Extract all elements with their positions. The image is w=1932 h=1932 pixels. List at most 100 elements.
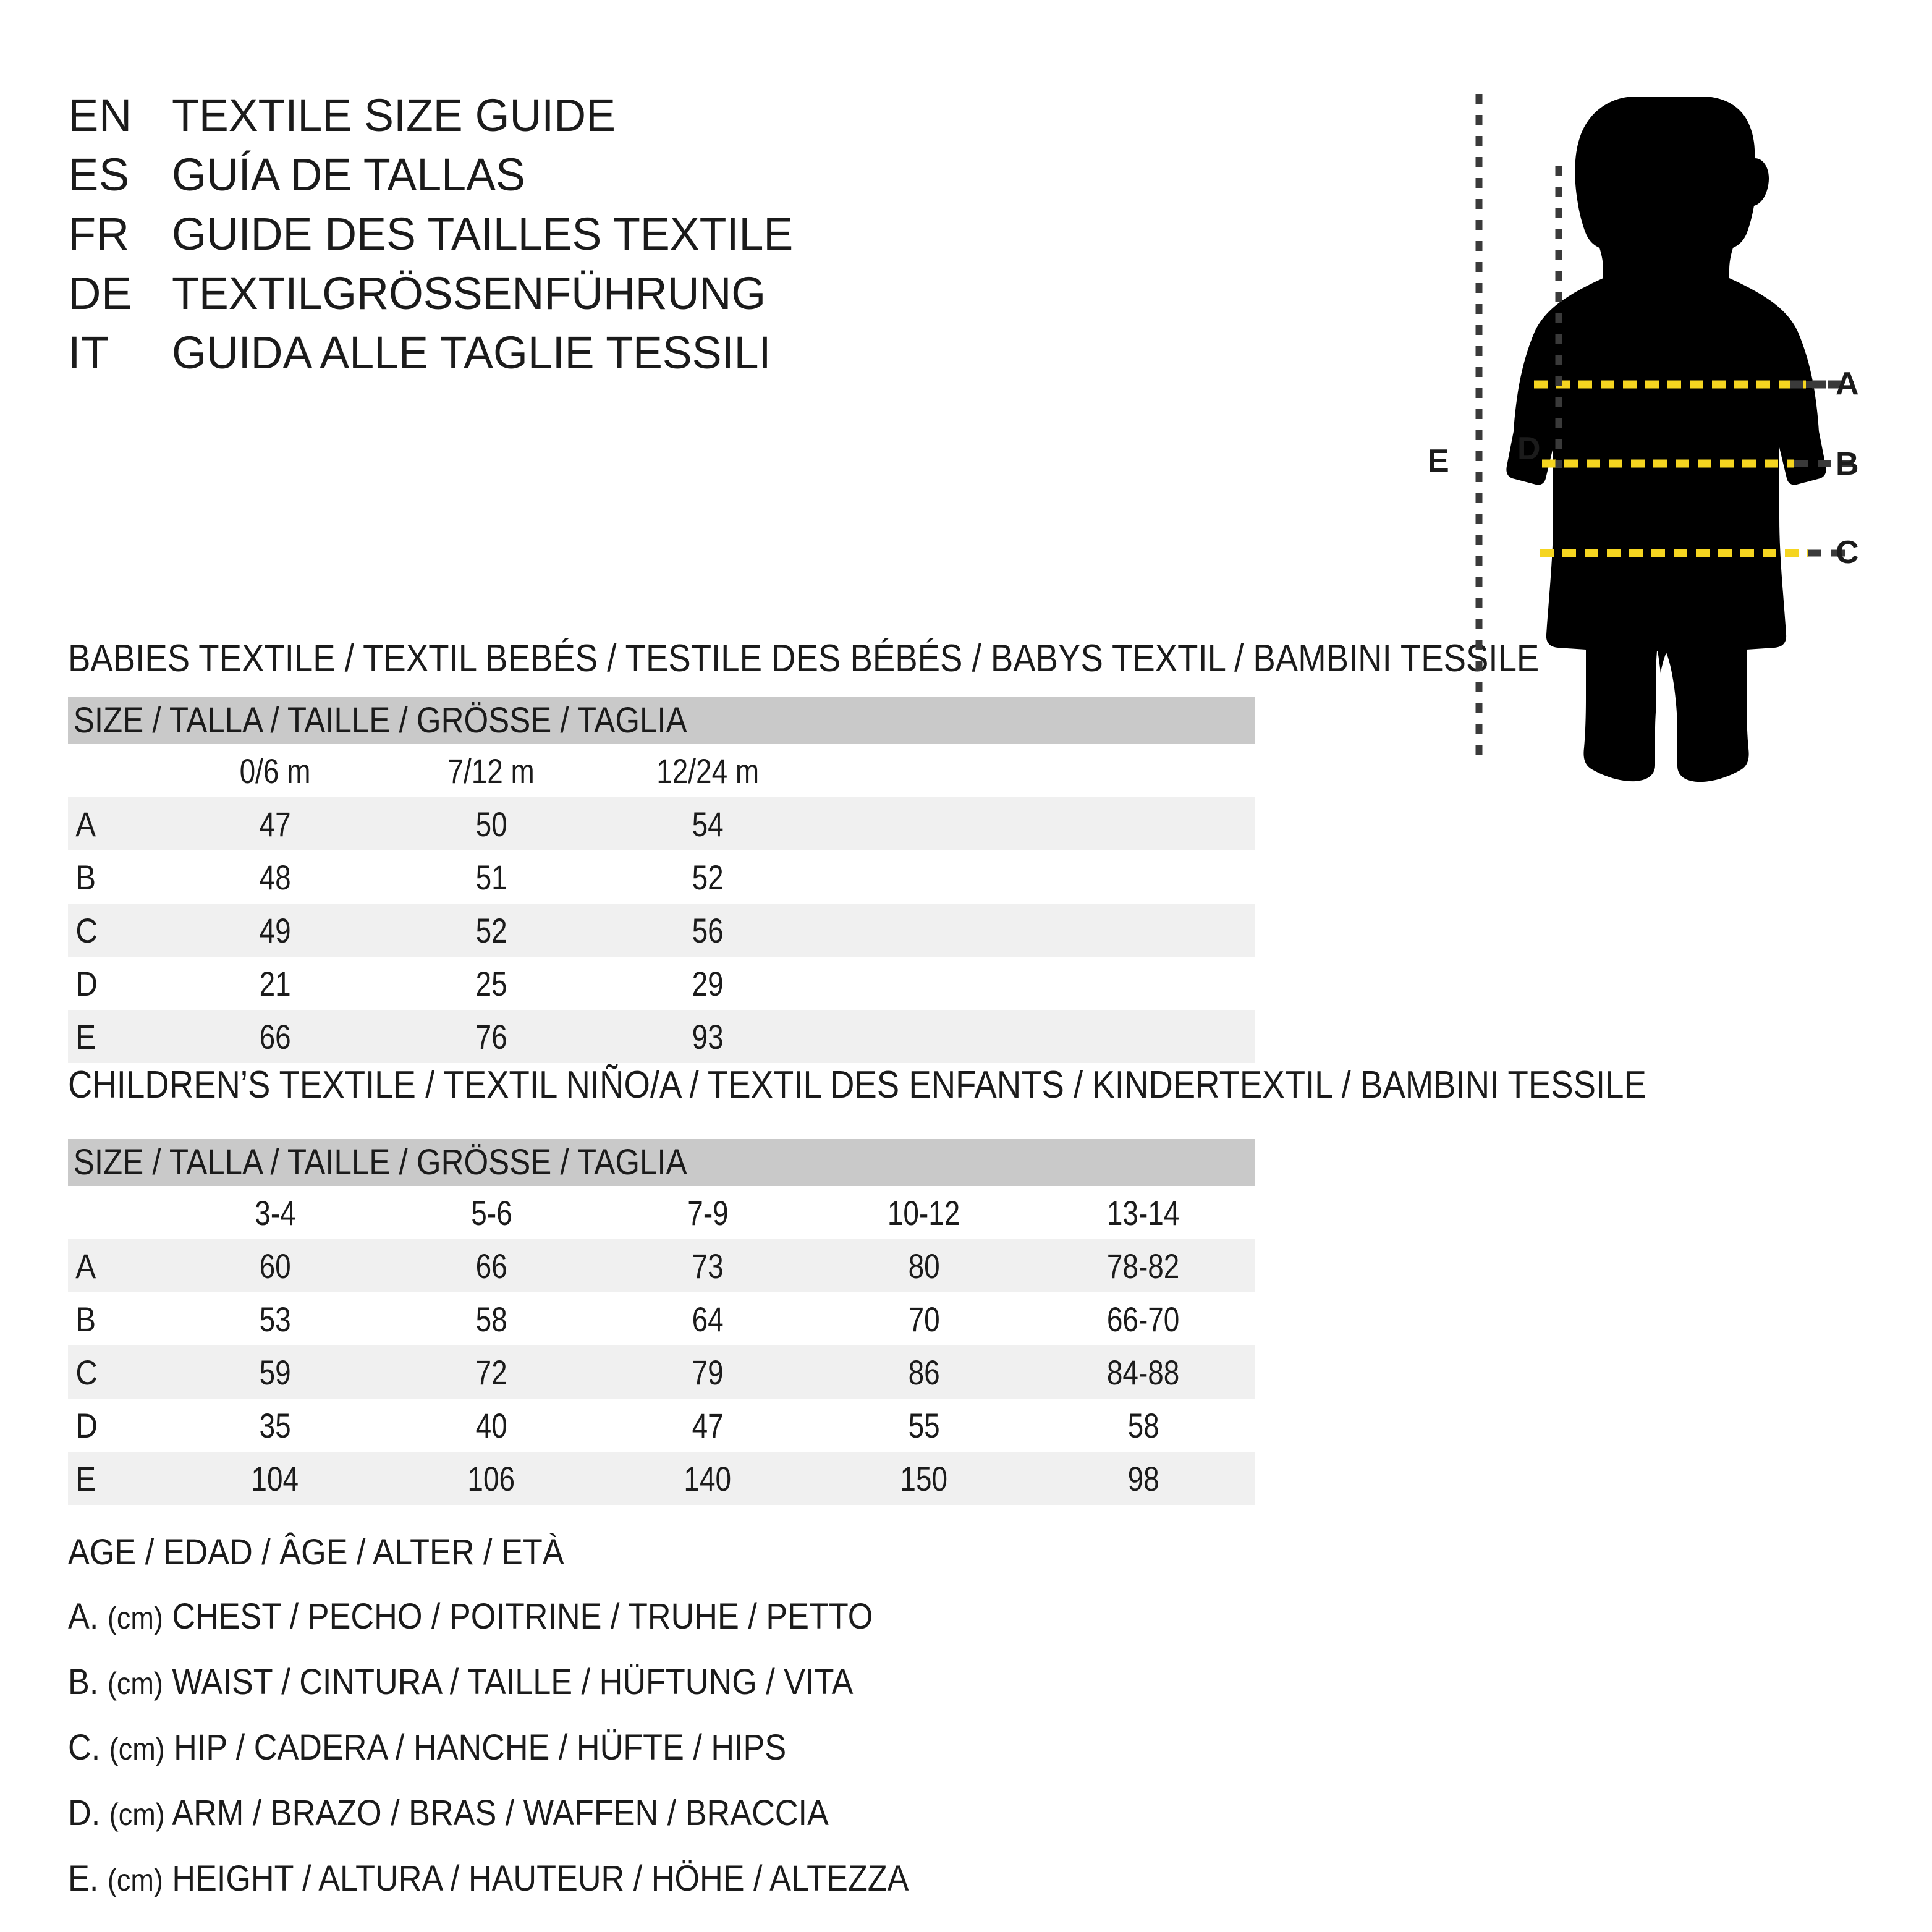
children-row-key-a: A <box>68 1239 167 1292</box>
table-row: B 53 58 64 70 66-70 <box>68 1292 1255 1345</box>
babies-cell-a-pad <box>816 797 1255 850</box>
child-silhouette-icon <box>1506 97 1826 782</box>
children-table-band: SIZE / TALLA / TAILLE / GRÖSSE / TAGLIA <box>68 1139 1255 1186</box>
children-row-key-c: C <box>68 1345 167 1399</box>
children-row-key-d: D <box>68 1399 167 1452</box>
babies-cell-d-1: 25 <box>383 957 600 1010</box>
table-row: C 59 72 79 86 84-88 <box>68 1345 1255 1399</box>
legend-key-e: E. <box>68 1858 99 1899</box>
children-cell-e-4: 98 <box>1032 1452 1255 1505</box>
legend-text-d: ARM / BRAZO / BRAS / WAFFEN / BRACCIA <box>172 1793 829 1833</box>
babies-cell-e-pad <box>816 1010 1255 1063</box>
legend-key-c: C. <box>68 1727 101 1768</box>
legend-unit-e: (cm) <box>107 1863 163 1897</box>
babies-cell-b-1: 51 <box>383 850 600 904</box>
babies-section-title: BABIES TEXTILE / TEXTIL BEBÉS / TESTILE … <box>68 637 1540 680</box>
legend-text-b: WAIST / CINTURA / TAILLE / HÜFTUNG / VIT… <box>172 1662 854 1702</box>
language-row-fr: FR GUIDE DES TAILLES TEXTILE <box>68 211 1057 271</box>
children-header-col-3: 10-12 <box>816 1186 1032 1239</box>
legend-unit-a: (cm) <box>107 1601 163 1635</box>
babies-table-header-row: 0/6 m 7/12 m 12/24 m <box>68 744 1255 797</box>
children-cell-a-3: 80 <box>816 1239 1032 1292</box>
children-header-col-0: 3-4 <box>167 1186 383 1239</box>
table-row: E 104 106 140 150 98 <box>68 1452 1255 1505</box>
babies-header-pad <box>816 744 1255 797</box>
children-cell-e-0: 104 <box>167 1452 383 1505</box>
children-cell-d-2: 47 <box>600 1399 816 1452</box>
children-header-blank <box>68 1186 167 1239</box>
legend-item-b: B. (cm) WAIST / CINTURA / TAILLE / HÜFTU… <box>68 1650 909 1716</box>
children-cell-c-4: 84-88 <box>1032 1345 1255 1399</box>
babies-cell-a-1: 50 <box>383 797 600 850</box>
babies-header-col-0: 0/6 m <box>167 744 383 797</box>
table-row: C 49 52 56 <box>68 904 1255 957</box>
children-cell-a-0: 60 <box>167 1239 383 1292</box>
children-cell-c-0: 59 <box>167 1345 383 1399</box>
children-cell-e-2: 140 <box>600 1452 816 1505</box>
language-code-en: EN <box>68 90 132 141</box>
children-cell-c-1: 72 <box>383 1345 600 1399</box>
children-cell-c-3: 86 <box>816 1345 1032 1399</box>
table-row: E 66 76 93 <box>68 1010 1255 1063</box>
babies-band-label: SIZE / TALLA / TAILLE / GRÖSSE / TAGLIA <box>73 700 687 740</box>
babies-header-blank <box>68 744 167 797</box>
children-row-key-b: B <box>68 1292 167 1345</box>
babies-header-col-2: 12/24 m <box>600 744 816 797</box>
language-code-it: IT <box>68 327 109 378</box>
legend-text-a: CHEST / PECHO / POITRINE / TRUHE / PETTO <box>172 1596 873 1637</box>
children-cell-c-2: 79 <box>600 1345 816 1399</box>
children-header-col-2: 7-9 <box>600 1186 816 1239</box>
language-code-de: DE <box>68 268 132 319</box>
children-row-key-e: E <box>68 1452 167 1505</box>
babies-header-col-1: 7/12 m <box>383 744 600 797</box>
figure-label-b: B <box>1836 446 1859 482</box>
legend-text-c: HIP / CADERA / HANCHE / HÜFTE / HIPS <box>174 1727 787 1768</box>
language-title-fr: GUIDE DES TAILLES TEXTILE <box>172 208 794 260</box>
measurement-diagram: E D A B C <box>1409 74 1904 803</box>
legend-item-d: D. (cm) ARM / BRAZO / BRAS / WAFFEN / BR… <box>68 1781 909 1847</box>
children-cell-b-4: 66-70 <box>1032 1292 1255 1345</box>
children-cell-a-1: 66 <box>383 1239 600 1292</box>
children-table-header-row: 3-4 5-6 7-9 10-12 13-14 <box>68 1186 1255 1239</box>
children-cell-b-1: 58 <box>383 1292 600 1345</box>
babies-cell-c-0: 49 <box>167 904 383 957</box>
legend-item-a: A. (cm) CHEST / PECHO / POITRINE / TRUHE… <box>68 1585 909 1650</box>
legend-heading-age: AGE / EDAD / ÂGE / ALTER / ETÀ <box>68 1532 564 1572</box>
figure-label-d: D <box>1517 431 1541 467</box>
children-cell-d-0: 35 <box>167 1399 383 1452</box>
children-cell-e-3: 150 <box>816 1452 1032 1505</box>
table-row: D 35 40 47 55 58 <box>68 1399 1255 1452</box>
babies-row-key-d: D <box>68 957 167 1010</box>
children-section-title: CHILDREN’S TEXTILE / TEXTIL NIÑO/A / TEX… <box>68 1064 1646 1106</box>
babies-cell-c-pad <box>816 904 1255 957</box>
babies-cell-a-0: 47 <box>167 797 383 850</box>
children-cell-d-4: 58 <box>1032 1399 1255 1452</box>
legend-item-e: E. (cm) HEIGHT / ALTURA / HAUTEUR / HÖHE… <box>68 1847 909 1912</box>
figure-label-e: E <box>1428 443 1449 479</box>
babies-cell-d-pad <box>816 957 1255 1010</box>
babies-table-band: SIZE / TALLA / TAILLE / GRÖSSE / TAGLIA <box>68 697 1255 744</box>
babies-cell-a-2: 54 <box>600 797 816 850</box>
legend-item-c: C. (cm) HIP / CADERA / HANCHE / HÜFTE / … <box>68 1716 909 1781</box>
measurement-legend: AGE / EDAD / ÂGE / ALTER / ETÀ A. (cm) C… <box>68 1520 1002 1912</box>
children-cell-b-2: 64 <box>600 1292 816 1345</box>
language-title-de: TEXTILGRÖSSENFÜHRUNG <box>172 268 766 319</box>
babies-cell-b-pad <box>816 850 1255 904</box>
children-cell-d-1: 40 <box>383 1399 600 1452</box>
language-row-es: ES GUÍA DE TALLAS <box>68 152 1057 211</box>
legend-key-d: D. <box>68 1793 101 1833</box>
babies-cell-e-2: 93 <box>600 1010 816 1063</box>
children-header-col-4: 13-14 <box>1032 1186 1255 1239</box>
language-title-en: TEXTILE SIZE GUIDE <box>172 90 616 141</box>
babies-row-key-a: A <box>68 797 167 850</box>
children-cell-a-4: 78-82 <box>1032 1239 1255 1292</box>
babies-row-key-e: E <box>68 1010 167 1063</box>
children-cell-b-3: 70 <box>816 1292 1032 1345</box>
legend-text-e: HEIGHT / ALTURA / HAUTEUR / HÖHE / ALTEZ… <box>172 1858 909 1899</box>
babies-cell-e-0: 66 <box>167 1010 383 1063</box>
children-cell-d-3: 55 <box>816 1399 1032 1452</box>
legend-key-a: A. <box>68 1596 99 1637</box>
babies-row-key-c: C <box>68 904 167 957</box>
children-cell-a-2: 73 <box>600 1239 816 1292</box>
